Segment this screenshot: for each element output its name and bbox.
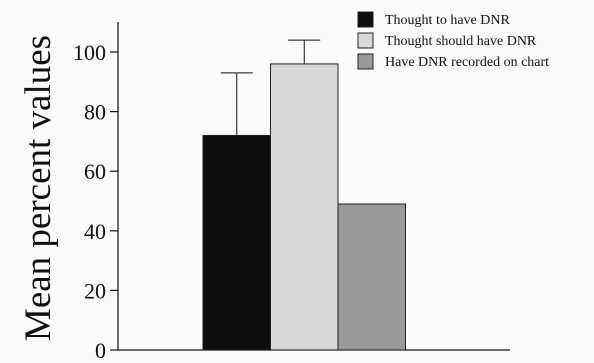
bar-1 — [202, 134, 271, 351]
y-tick-label: 100 — [73, 40, 106, 65]
legend-label-1: Thought to have DNR — [385, 13, 510, 28]
legend-swatch-1 — [357, 11, 374, 28]
error-bars — [220, 39, 321, 136]
legend-swatch-2 — [357, 32, 374, 49]
y-axis-label: Mean percent values — [18, 35, 59, 341]
legend: Thought to have DNR Thought should have D… — [357, 11, 549, 70]
bars — [202, 63, 406, 351]
y-tick-label: 20 — [84, 278, 106, 303]
y-axis-ticks: 0 20 40 60 80 100 — [73, 40, 118, 363]
bar-3 — [337, 203, 406, 351]
y-tick-label: 0 — [95, 338, 106, 363]
legend-swatch-3 — [357, 53, 374, 70]
y-tick-label: 80 — [84, 100, 106, 125]
legend-label-2: Thought should have DNR — [385, 34, 537, 49]
y-tick-label: 60 — [84, 159, 106, 184]
bar-2 — [270, 63, 339, 351]
legend-label-3: Have DNR recorded on chart — [385, 55, 549, 70]
y-tick-label: 40 — [84, 219, 106, 244]
